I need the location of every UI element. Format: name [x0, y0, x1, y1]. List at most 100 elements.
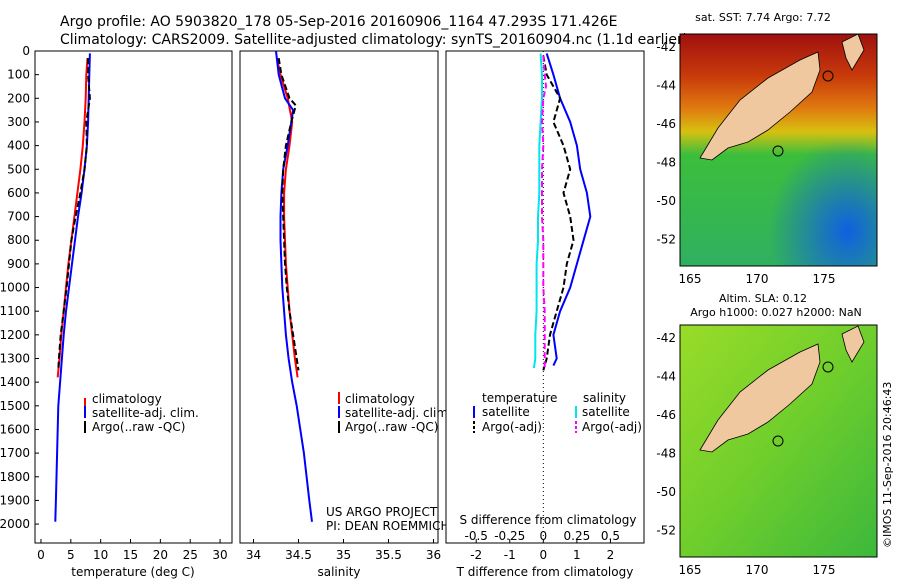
temperature-series: [54, 53, 91, 522]
legend-label-argo: Argo(..raw -QC): [92, 420, 185, 434]
depth-tick-label: 1100: [0, 304, 30, 318]
depth-tick-label: 800: [7, 233, 30, 247]
difference-legend: temperature salinity satellite Argo(-adj…: [473, 391, 642, 434]
sst-map: sat. SST: 7.74 Argo: 7.72: [656, 11, 878, 286]
temperature-xlabel: temperature (deg C): [71, 565, 194, 579]
series-line-satellite: [54, 53, 91, 522]
difference-panel: -2 -1 0 1 2 -0.5 -0.25 0 0.25 0.5 T difference fr…: [445, 50, 645, 579]
x-tick-label: 20: [153, 548, 168, 562]
credit-stamp: ©IMOS 11-Sep-2016 20:46:43: [881, 382, 894, 548]
x-tick-label: -1: [504, 548, 516, 562]
legend-label-satellite: satellite-adj. clim.: [92, 406, 199, 420]
depth-tick-label: 1900: [0, 493, 30, 507]
map-lat-tick: -42: [656, 40, 676, 54]
salinity-series: [275, 50, 313, 522]
x-tick-label: 34: [246, 548, 261, 562]
map-lat-tick: -46: [656, 408, 676, 422]
depth-tick-label: 2000: [0, 517, 30, 531]
sla-map-ticks: -42 -44 -46 -48 -50 -52 165 170 175: [656, 331, 835, 577]
depth-tick-label: 1000: [0, 281, 30, 295]
map-lat-tick: -48: [656, 156, 676, 170]
sst-map-frame: [679, 33, 878, 267]
map-lat-tick: -52: [656, 233, 676, 247]
x-tick-label: 35: [336, 548, 351, 562]
top-x-tick-label: 0.5: [601, 529, 620, 543]
x-tick-label: 34.5: [285, 548, 312, 562]
sla-land-south-island: [699, 343, 821, 453]
map-lon-tick: 175: [813, 563, 836, 577]
legend-label-climatology: climatology: [345, 392, 415, 406]
sla-map-title1: Altim. SLA: 0.12: [719, 292, 807, 305]
x-tick-label: 0: [540, 548, 548, 562]
x-tick-label: 15: [123, 548, 138, 562]
legend-label-temp-satellite: satellite: [482, 405, 530, 419]
series-line-satellite: [275, 50, 313, 522]
x-tick-label: 5: [67, 548, 75, 562]
x-tick-label: 30: [212, 548, 227, 562]
temperature-x-ticks: 0 5 10 15 20 25 30: [37, 539, 228, 562]
map-lat-tick: -48: [656, 447, 676, 461]
sst-marker-ring: [822, 70, 834, 82]
map-lon-tick: 165: [679, 563, 702, 577]
map-lon-tick: 165: [679, 272, 702, 286]
sla-map-title2: Argo h1000: 0.027 h2000: NaN: [690, 306, 862, 319]
depth-tick-label: 400: [7, 139, 30, 153]
sla-argo-location: [772, 435, 784, 447]
series-line-temperature-satellite: [545, 53, 592, 367]
depth-tick-label: 1400: [0, 375, 30, 389]
series-line-salinity-satellite: [532, 53, 543, 369]
legend-header-temperature: temperature: [482, 391, 557, 405]
salinity-xlabel: salinity: [317, 565, 360, 579]
map-lon-tick: 170: [746, 563, 769, 577]
header-line1: Argo profile: AO 5903820_178 05-Sep-2016…: [60, 14, 617, 30]
x-tick-label: 1: [573, 548, 581, 562]
depth-tick-label: 1300: [0, 352, 30, 366]
map-lat-tick: -50: [656, 194, 676, 208]
depth-tick-label: 1800: [0, 470, 30, 484]
t-difference-xlabel: T difference from climatology: [456, 565, 634, 579]
x-tick-label: 2: [607, 548, 615, 562]
series-line-argo: [57, 58, 91, 371]
s-difference-xlabel: S difference from climatology: [460, 513, 637, 527]
legend-label-sal-argo: Argo(-adj): [582, 420, 642, 434]
map-lon-tick: 170: [746, 272, 769, 286]
legend-label-sal-satellite: satellite: [582, 405, 630, 419]
sst-land-north-island: [841, 33, 865, 71]
legend-label-argo: Argo(..raw -QC): [345, 420, 438, 434]
sst-land-south-island: [699, 51, 821, 161]
sla-marker-ring: [822, 361, 834, 373]
top-x-tick-label: -0.25: [494, 529, 525, 543]
sst-argo-location: [772, 145, 784, 157]
series-line-salinity-argo-adj-: [540, 55, 548, 371]
salinity-panel: 34 34.5 35 35.5 36 salinity climatology sate…: [239, 50, 452, 579]
temperature-legend: climatology satellite-adj. clim. Argo(..…: [84, 392, 199, 434]
x-tick-label: 25: [183, 548, 198, 562]
depth-tick-label: 500: [7, 162, 30, 176]
pi-annotation: PI: DEAN ROEMMICH: [326, 519, 449, 533]
sla-land-north-island: [841, 325, 865, 363]
salinity-axes-box: [239, 50, 439, 544]
difference-x-ticks: -2 -1 0 1 2 -0.5 -0.25 0 0.25 0.5: [464, 529, 619, 562]
depth-tick-label: 1700: [0, 446, 30, 460]
sla-map: Altim. SLA: 0.12 Argo h1000: 0.027 h2000…: [656, 292, 878, 577]
difference-axes-box: [445, 50, 645, 544]
depth-tick-label: 200: [7, 91, 30, 105]
legend-label-temp-argo: Argo(-adj): [482, 420, 542, 434]
top-x-tick-label: -0.5: [464, 529, 487, 543]
depth-tick-label: 300: [7, 115, 30, 129]
legend-header-salinity: salinity: [583, 391, 626, 405]
depth-tick-label: 1200: [0, 328, 30, 342]
difference-series: [532, 53, 592, 371]
x-tick-label: 0: [37, 548, 45, 562]
depth-tick-label: 0: [22, 44, 30, 58]
map-lat-tick: -42: [656, 331, 676, 345]
map-lat-tick: -52: [656, 524, 676, 538]
map-lat-tick: -50: [656, 485, 676, 499]
project-annotation: US ARGO PROJECT: [326, 505, 438, 519]
temperature-panel: 0100200300400500600700800900100011001200…: [0, 44, 450, 579]
depth-ticks: 0 100 200 300 400 500 600 700 800 900 1000 1100 1200…: [0, 44, 450, 531]
depth-tick-label: 100: [7, 68, 30, 82]
map-lon-tick: 175: [813, 272, 836, 286]
map-lat-tick: -44: [656, 79, 676, 93]
